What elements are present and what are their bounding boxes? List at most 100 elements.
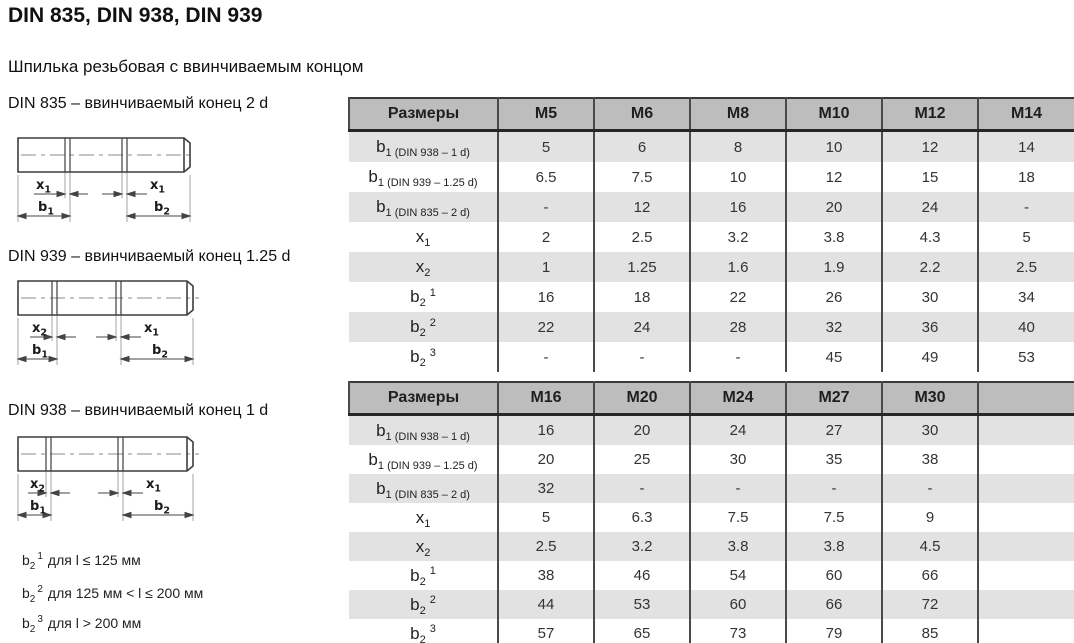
dimensions-table-m5-m14: Размеры M5 M6 M8 M10 M12 M14 b1 (DIN 938 – 1 d)… [348, 97, 1074, 372]
row-label: b1 (DIN 939 – 1.25 d) [349, 162, 498, 192]
footnote-symbol: b [22, 615, 30, 631]
dim-symbol: b [376, 420, 386, 440]
value-cell [977, 619, 1074, 643]
footnote-b2-1: b21 для l ≤ 125 мм [22, 551, 141, 571]
value-cell: - [881, 474, 978, 503]
value-cell: 10 [689, 162, 786, 192]
value-cell: 2 [497, 222, 594, 252]
dim-symbol: b [368, 167, 378, 186]
value-cell: 1 [497, 252, 594, 282]
value-cell: - [497, 342, 594, 372]
value-cell: 20 [497, 445, 594, 474]
value-cell: 3.2 [689, 222, 786, 252]
column-header: M16 [497, 382, 594, 416]
x-dimension-left [30, 333, 76, 341]
value-cell: 72 [881, 590, 978, 619]
value-cell: 12 [881, 130, 978, 162]
column-header: M5 [497, 98, 594, 132]
footnote-ref: 1 [37, 551, 43, 563]
row-label: x1 [349, 222, 498, 252]
dim-subscript: 1 [424, 517, 431, 530]
value-cell: 3.8 [689, 532, 786, 561]
value-cell: 28 [689, 312, 786, 342]
footnote-text: для l ≤ 125 мм [47, 552, 141, 568]
value-cell: 22 [497, 312, 594, 342]
value-cell: 30 [881, 282, 978, 312]
x-dimension-right [102, 190, 147, 198]
dim-symbol: b [410, 317, 420, 336]
header-row: Размеры M16 M20 M24 M27 M30 [348, 382, 1074, 416]
value-cell: 15 [881, 162, 978, 192]
footnote-symbol: b [22, 585, 30, 601]
value-cell: 65 [593, 619, 690, 643]
row-label: b21 [349, 282, 498, 312]
dim-subscript: 1 (DIN 835 – 2 d) [385, 488, 470, 501]
dim-subscript: 2 [419, 604, 426, 617]
value-cell: 12 [785, 162, 882, 192]
value-cell: 66 [785, 590, 882, 619]
table-row: b23- - -45 49 53 [349, 342, 1074, 372]
footnote-text: для 125 мм < l ≤ 200 мм [47, 585, 204, 601]
table-row: b1 (DIN 939 – 1.25 d) 20 25 30 35 38 [349, 445, 1074, 474]
x-right-dim-label: x1 [144, 321, 159, 339]
dim-symbol: b [410, 594, 420, 614]
dim-subscript: 1 (DIN 835 – 2 d) [385, 207, 470, 220]
value-cell: 6 [593, 130, 690, 162]
dim-symbol: b [368, 449, 378, 469]
footnote-ref: 2 [37, 584, 43, 596]
x-dimension-right [96, 333, 141, 341]
dim-subscript: 2 [419, 357, 426, 370]
value-cell: 32 [785, 312, 882, 342]
row-label: b1 (DIN 835 – 2 d) [349, 192, 498, 222]
thread-runout-lines [51, 281, 122, 315]
din-938-label: DIN 938 – ввинчиваемый конец 1 d [8, 402, 269, 419]
value-cell: 5 [497, 130, 594, 162]
dim-symbol: b [410, 565, 420, 585]
value-cell [977, 590, 1074, 619]
dim-symbol: b [410, 623, 420, 643]
value-cell: - [689, 474, 786, 503]
value-cell: - [689, 342, 786, 372]
column-header: M24 [689, 382, 786, 416]
value-cell: 12 [593, 192, 690, 222]
value-cell: 46 [593, 561, 690, 590]
value-cell: 34 [977, 282, 1074, 312]
value-cell: 3.2 [593, 532, 690, 561]
value-cell [977, 532, 1074, 561]
dim-symbol: x [415, 257, 425, 276]
stud-outline [17, 137, 191, 173]
table-row: b1 (DIN 835 – 2 d) -12 16 20 24- [349, 192, 1074, 222]
table-row: b1 (DIN 939 – 1.25 d) 6.5 7.5 10 12 15 18 [349, 162, 1074, 192]
b2-dim-label: b2 [154, 200, 170, 218]
column-header [977, 382, 1074, 416]
dim-subscript: 2 [424, 267, 431, 280]
table-corner-header: Размеры [348, 382, 498, 416]
value-cell: 85 [881, 619, 978, 643]
footnote-b2-2: b22 для 125 мм < l ≤ 200 мм [22, 584, 204, 604]
footnote-ref: 1 [429, 565, 436, 578]
value-cell: 4.3 [881, 222, 978, 252]
dim-subscript: 2 [419, 575, 426, 588]
dim-symbol: x [415, 507, 425, 527]
value-cell: 3.8 [785, 532, 882, 561]
value-cell: 38 [881, 445, 978, 474]
value-cell: 4.5 [881, 532, 978, 561]
column-header: M20 [593, 382, 690, 416]
column-header: M27 [785, 382, 882, 416]
value-cell: 10 [785, 130, 882, 162]
thread-runout-lines [64, 138, 128, 172]
dim-subscript: 2 [419, 327, 426, 340]
value-cell: 66 [881, 561, 978, 590]
value-cell: - [977, 192, 1074, 222]
value-cell: 14 [977, 130, 1074, 162]
value-cell: 60 [689, 590, 786, 619]
table-row: b22 22 24 28 32 36 40 [349, 312, 1074, 342]
column-header: M12 [881, 98, 978, 132]
value-cell: 2.5 [977, 252, 1074, 282]
row-label: x1 [349, 503, 498, 532]
dim-subscript: 2 [419, 297, 426, 310]
row-label: b21 [349, 561, 498, 590]
b2-dimension [121, 511, 195, 519]
dimensions-table-m16-m30: Размеры M16 M20 M24 M27 M30 b1 (DIN 938 – 1 d)… [348, 381, 1074, 643]
